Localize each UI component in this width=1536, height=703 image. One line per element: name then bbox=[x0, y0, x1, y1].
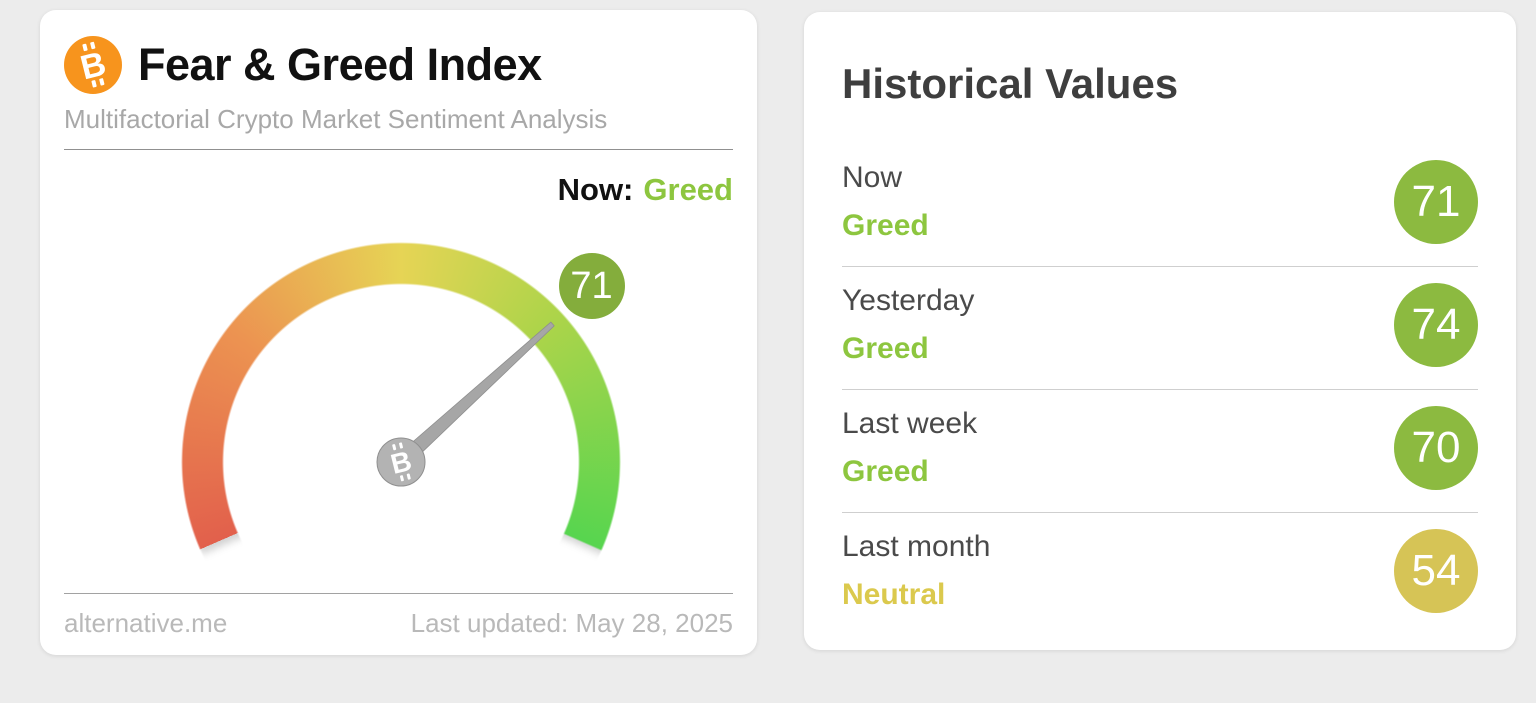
row-value-badge: 71 bbox=[1394, 160, 1478, 244]
bitcoin-icon: B bbox=[64, 36, 122, 94]
row-label: Last week bbox=[842, 407, 978, 440]
current-classification: Now: Greed bbox=[64, 172, 733, 208]
history-rows: Now Greed 71 Yesterday Greed 74 Last wee… bbox=[842, 144, 1478, 635]
row-classification: Greed bbox=[842, 332, 929, 365]
gauge-value-badge: 71 bbox=[558, 253, 625, 319]
card-header: B Fear & Greed Index bbox=[64, 36, 733, 94]
gauge-hub bbox=[376, 437, 425, 487]
row-classification: Greed bbox=[842, 455, 929, 488]
row-label: Yesterday bbox=[842, 284, 975, 317]
source-link[interactable]: alternative.me bbox=[64, 608, 228, 638]
now-label: Now: bbox=[557, 172, 634, 207]
page-title: Fear & Greed Index bbox=[138, 39, 542, 90]
history-title: Historical Values bbox=[842, 60, 1179, 107]
svg-text:B: B bbox=[387, 445, 414, 480]
row-value-badge: 74 bbox=[1394, 283, 1478, 367]
row-classification: Greed bbox=[842, 209, 929, 242]
history-row-yesterday: Yesterday Greed 74 bbox=[842, 266, 1478, 389]
row-classification: Neutral bbox=[842, 578, 946, 611]
hub-bitcoin-icon: B bbox=[387, 442, 414, 482]
header-divider bbox=[64, 149, 733, 150]
history-row-last-month: Last month Neutral 54 bbox=[842, 512, 1478, 635]
historical-values-card: Historical Values Now Greed 71 Yesterday… bbox=[804, 12, 1516, 650]
history-row-now: Now Greed 71 bbox=[842, 144, 1478, 266]
card-footer: alternative.me Last updated: May 28, 202… bbox=[64, 593, 733, 639]
now-value: Greed bbox=[643, 172, 733, 207]
history-row-last-week: Last week Greed 70 bbox=[842, 389, 1478, 512]
card-subtitle: Multifactorial Crypto Market Sentiment A… bbox=[64, 104, 608, 134]
row-label: Last month bbox=[842, 530, 991, 563]
row-label: Now bbox=[842, 161, 903, 194]
row-value-badge: 54 bbox=[1394, 529, 1478, 613]
row-value-badge: 70 bbox=[1394, 406, 1478, 490]
fear-greed-card: B Fear & Greed Index Multifactorial Cryp… bbox=[40, 10, 757, 655]
last-updated: Last updated: May 28, 2025 bbox=[410, 608, 733, 638]
gauge-needle bbox=[394, 321, 555, 469]
